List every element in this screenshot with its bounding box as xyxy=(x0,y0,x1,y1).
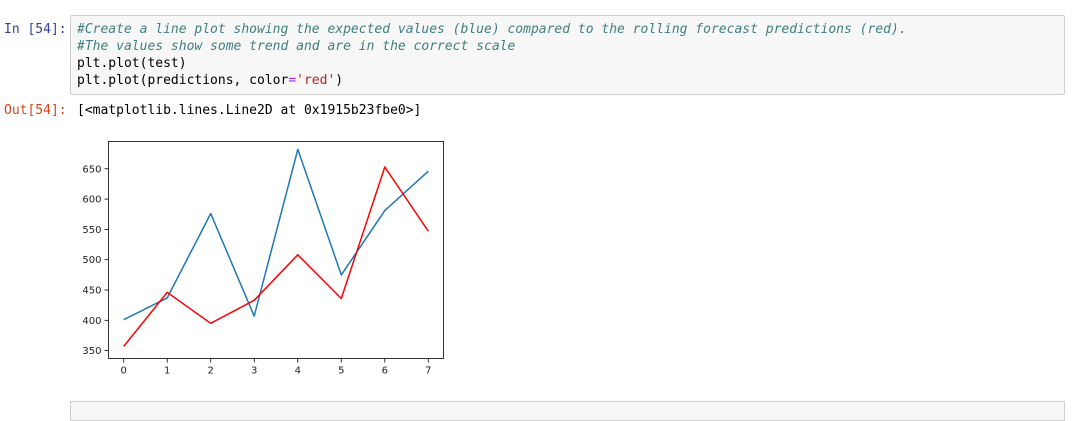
next-cell[interactable] xyxy=(70,401,1065,421)
x-tick-label: 6 xyxy=(382,366,388,377)
plot-frame xyxy=(108,141,444,359)
plot-lines xyxy=(123,148,429,347)
x-tick-label: 7 xyxy=(425,366,431,377)
x-tick-label: 3 xyxy=(251,366,257,377)
y-tick-label: 550 xyxy=(82,225,101,236)
line-plot: 0 1 2 3 4 5 6 7 350 400 450 500 550 600 650 xyxy=(82,141,444,377)
code-line-plot-predictions: plt.plot(predictions, color='red') xyxy=(77,72,1058,89)
x-tick-label: 5 xyxy=(338,366,344,377)
y-tick-label: 450 xyxy=(82,286,101,297)
y-tick-label: 600 xyxy=(82,195,101,206)
y-tick-label: 400 xyxy=(82,316,101,327)
code-line-plot-test: plt.plot(test) xyxy=(77,56,187,71)
y-tick-label: 650 xyxy=(82,164,101,175)
code-token-close: ) xyxy=(335,73,344,88)
code-token-operator: = xyxy=(288,73,297,88)
x-tick-label: 4 xyxy=(295,366,301,377)
code-input-area[interactable]: #Create a line plot showing the expected… xyxy=(70,15,1065,95)
y-tick-label: 500 xyxy=(82,255,101,266)
input-prompt: In [54]: xyxy=(4,22,67,37)
output-prompt: Out[54]: xyxy=(4,103,67,118)
code-token-call: plt.plot(predictions, color xyxy=(77,73,289,88)
series-line-test xyxy=(123,148,429,321)
axis-ticks: 0 1 2 3 4 5 6 7 350 400 450 500 550 600 650 xyxy=(82,164,431,376)
output-text: [<matplotlib.lines.Line2D at 0x1915b23fb… xyxy=(77,103,422,118)
x-tick-label: 1 xyxy=(164,366,170,377)
series-line-predictions xyxy=(123,166,429,347)
code-token-string: 'red' xyxy=(296,73,336,88)
x-tick-label: 2 xyxy=(208,366,214,377)
code-line-comment-1: #Create a line plot showing the expected… xyxy=(77,22,907,37)
y-tick-label: 350 xyxy=(82,346,101,357)
code-line-comment-2: #The values show some trend and are in t… xyxy=(77,39,516,54)
x-tick-label: 0 xyxy=(121,366,127,377)
